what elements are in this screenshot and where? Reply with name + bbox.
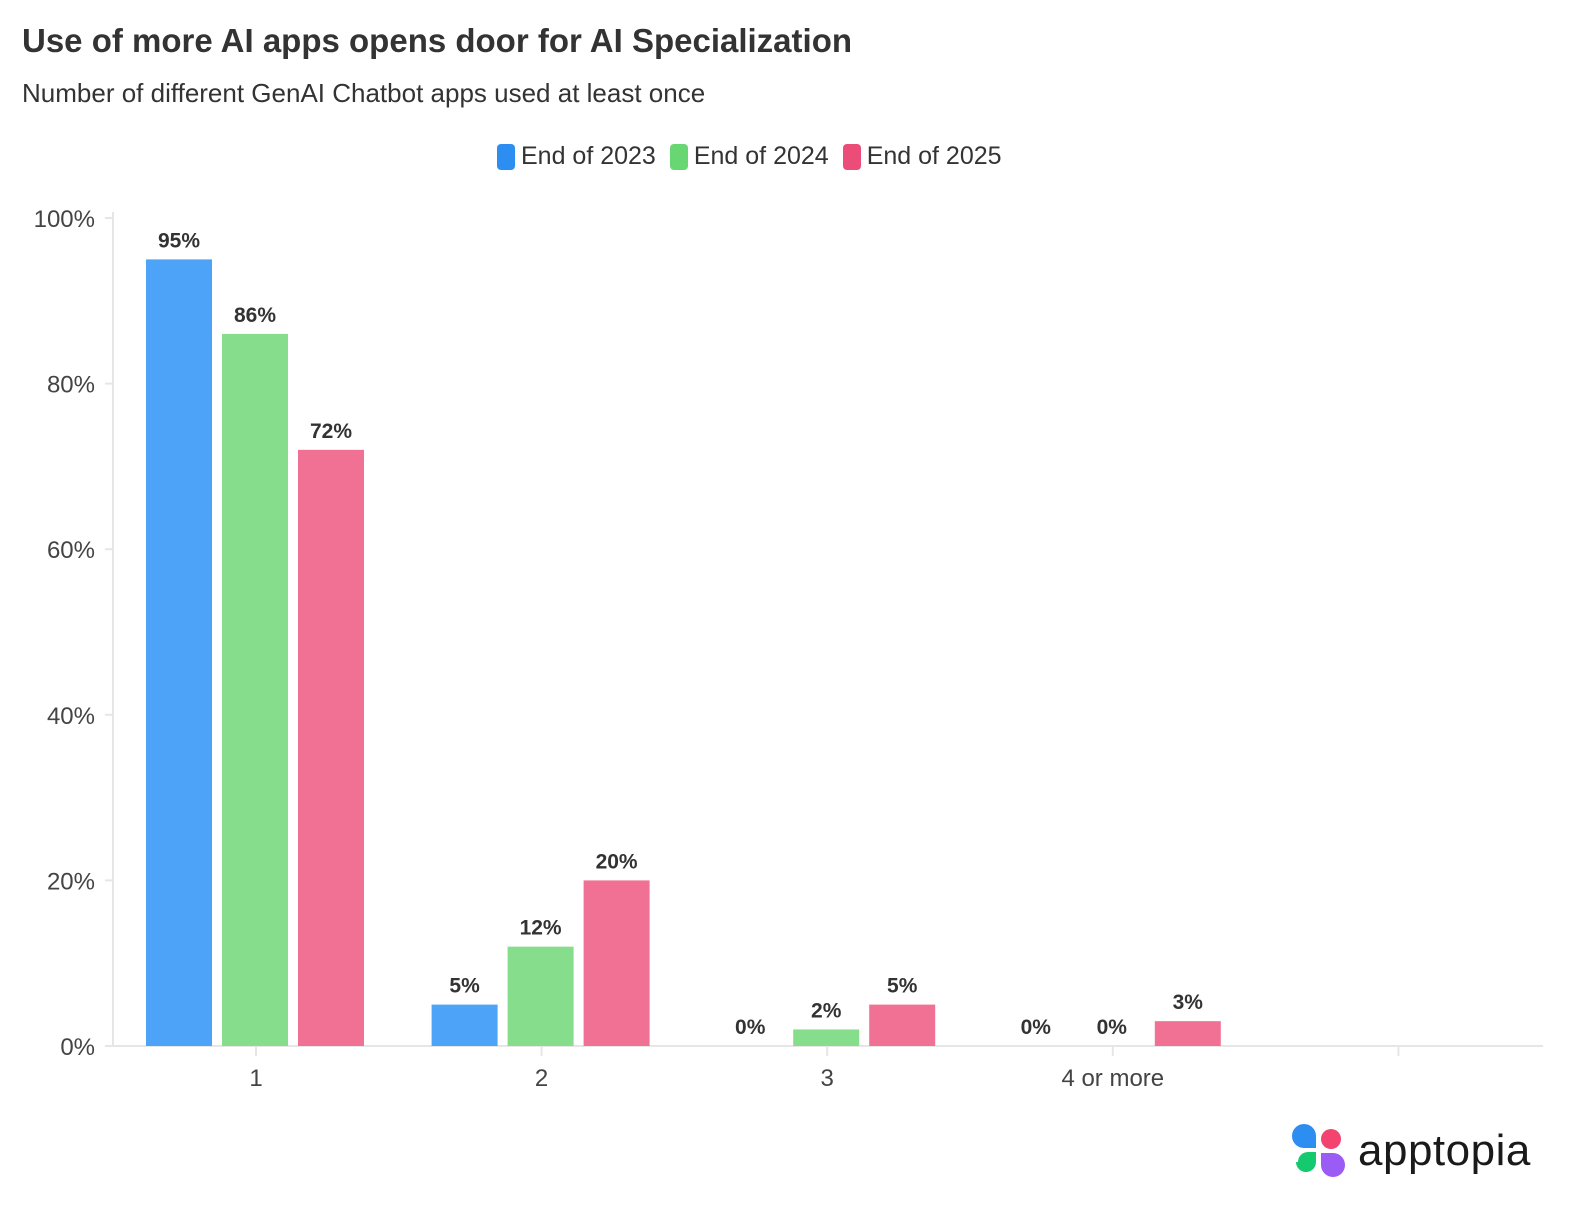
y-tick-label: 20% (47, 868, 95, 895)
data-label: 72% (310, 420, 352, 443)
data-label: 0% (1021, 1016, 1052, 1039)
x-tick-label: 4 or more (1061, 1065, 1164, 1092)
legend-item-2024[interactable]: End of 2024 (669, 142, 829, 171)
legend-swatch (669, 143, 688, 170)
bar-end-of-2025 (298, 449, 364, 1047)
x-tick-label: 1 (249, 1065, 262, 1092)
chart-subtitle: Number of different GenAI Chatbot apps u… (22, 78, 706, 108)
y-tick-label: 80% (47, 372, 95, 399)
data-label: 2% (811, 999, 842, 1022)
y-tick-label: 0% (60, 1034, 95, 1061)
y-tick-label: 40% (47, 703, 95, 730)
data-label: 95% (158, 229, 200, 252)
legend-item-2023[interactable]: End of 2023 (497, 142, 656, 171)
data-label: 86% (234, 304, 276, 327)
bar-end-of-2025 (583, 880, 650, 1046)
legend-item-2025[interactable]: End of 2025 (842, 142, 1002, 171)
data-label: 0% (1097, 1016, 1128, 1039)
data-label: 20% (596, 850, 638, 873)
bar-end-of-2025 (869, 1004, 936, 1046)
x-tick-label: 3 (821, 1065, 834, 1092)
legend-label: End of 2023 (521, 142, 656, 170)
legend-label: End of 2025 (866, 142, 1002, 170)
y-tick-label: 60% (47, 537, 95, 564)
y-tick-label: 100% (34, 206, 95, 233)
data-label: 12% (520, 917, 562, 940)
data-label: 5% (449, 975, 480, 998)
legend-swatch (842, 143, 861, 170)
bar-end-of-2025 (1154, 1021, 1221, 1046)
apptopia-logo-icon (1292, 1124, 1345, 1177)
bar-end-of-2023 (146, 259, 212, 1046)
data-label: 3% (1173, 991, 1204, 1014)
apptopia-logo: apptopia (1290, 1122, 1531, 1180)
legend-swatch (497, 143, 515, 170)
bar-end-of-2024 (507, 946, 574, 1046)
data-label: 5% (887, 975, 918, 998)
bar-end-of-2024 (222, 333, 288, 1046)
brand-name: apptopia (1358, 1126, 1531, 1175)
x-tick-label: 2 (535, 1065, 548, 1092)
chart-title: Use of more AI apps opens door for AI Sp… (22, 22, 853, 59)
legend-label: End of 2024 (693, 142, 829, 170)
legend: End of 2023 End of 2024 End of 2025 (497, 142, 1002, 171)
data-label: 0% (735, 1016, 766, 1039)
bar-end-of-2024 (793, 1029, 860, 1046)
bar-end-of-2023 (431, 1004, 498, 1046)
